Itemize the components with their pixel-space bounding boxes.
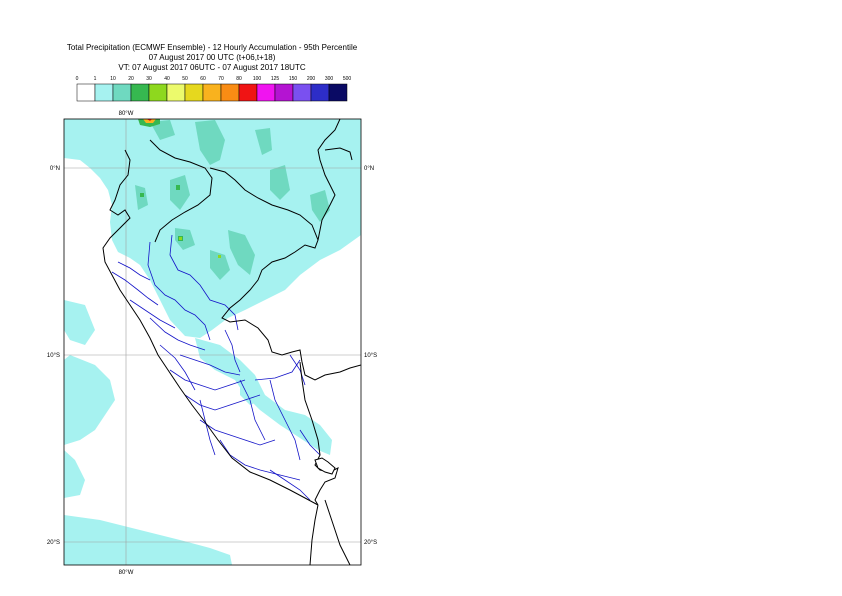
legend-level-label-14: 300 [325,76,334,82]
map-frame [63,118,362,566]
legend-level-label-0: 0 [76,76,79,82]
chart-title: Total Precipitation (ECMWF Ensemble) - 1… [66,43,358,52]
legend-level-label-7: 60 [200,76,206,82]
lat-label-left-0: 0°N [50,166,60,172]
precip-medium-field [135,120,330,280]
valid-time-label: VT: 07 August 2017 06UTC - 07 August 201… [118,63,306,72]
legend-level-label-10: 100 [253,76,262,82]
legend-level-label-4: 30 [146,76,152,82]
graticule [64,119,361,565]
precip-heavy-spots [138,119,221,258]
legend-level-label-15: 500 [343,76,352,82]
lon-label-top: 80°W [119,111,134,117]
run-time-label: 07 August 2017 00 UTC (t+06,t+18) [148,53,276,62]
legend-level-label-2: 10 [110,76,116,82]
legend-swatch-14 [328,83,348,102]
legend-level-label-6: 50 [182,76,188,82]
lat-label-left-10: 10°S [47,353,60,359]
legend-level-label-12: 150 [289,76,298,82]
lat-label-right-10: 10°S [364,353,377,359]
precip-light-field [64,119,361,565]
lat-label-right-20: 20°S [364,540,377,546]
legend-level-label-3: 20 [128,76,134,82]
lat-label-right-0: 0°N [364,166,374,172]
lat-label-left-20: 20°S [47,540,60,546]
legend-level-label-9: 80 [236,76,242,82]
legend-level-label-8: 70 [218,76,224,82]
country-borders [102,119,361,565]
lon-label-bottom: 80°W [119,570,134,576]
legend-level-label-5: 40 [164,76,170,82]
color-legend: 0 1 10 20 30 40 50 60 70 80 100 125 150 200 300 500 [76,76,352,102]
legend-level-label-1: 1 [94,76,97,82]
legend-level-label-13: 200 [307,76,316,82]
legend-level-label-11: 125 [271,76,280,82]
